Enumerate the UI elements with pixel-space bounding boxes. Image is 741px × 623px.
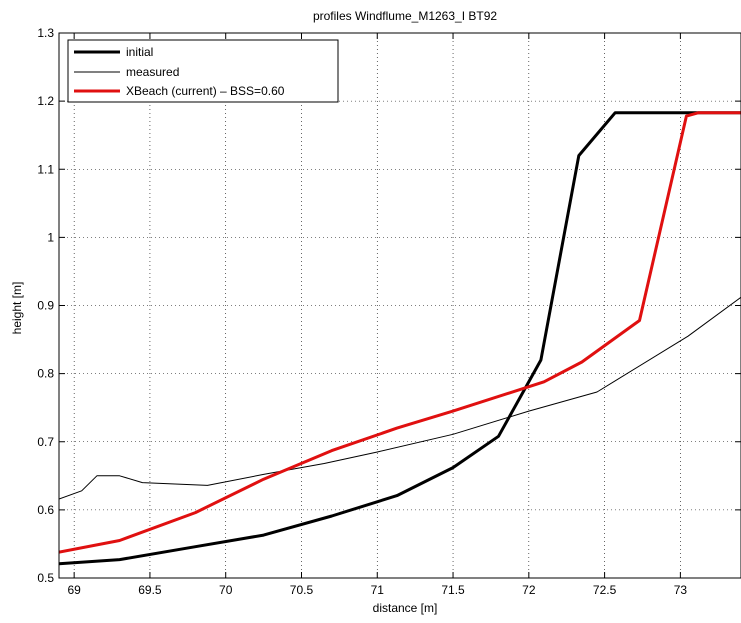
x-axis-label: distance [m] [373, 601, 438, 615]
x-tick-label: 72.5 [593, 583, 617, 597]
legend: initial measured XBeach (current) – BSS=… [68, 40, 338, 102]
y-tick-label: 0.6 [37, 503, 54, 517]
chart-title: profiles Windflume_M1263_I BT92 [313, 9, 497, 23]
series-xbeach [59, 113, 741, 552]
x-tick-label: 73 [674, 583, 688, 597]
grid [59, 33, 741, 578]
series-measured [59, 297, 741, 499]
y-tick-label: 0.7 [37, 435, 54, 449]
y-tick-labels: 0.5 0.6 0.7 0.8 0.9 1 1.1 1.2 1.3 [37, 26, 54, 585]
series-initial [59, 113, 741, 564]
y-tick-label: 0.5 [37, 571, 54, 585]
x-tick-label: 69 [67, 583, 81, 597]
legend-entry-initial: initial [126, 45, 153, 59]
y-tick-label: 1.1 [37, 162, 54, 176]
x-tick-label: 70.5 [290, 583, 314, 597]
x-tick-label: 71.5 [441, 583, 465, 597]
x-tick-label: 70 [219, 583, 233, 597]
x-tick-label: 72 [522, 583, 536, 597]
x-tick-labels: 69 69.5 70 70.5 71 71.5 72 72.5 73 [67, 583, 687, 597]
y-axis-label: height [m] [10, 282, 24, 335]
x-tick-label: 71 [371, 583, 385, 597]
legend-entry-xbeach: XBeach (current) – BSS=0.60 [126, 84, 285, 98]
series-layer [59, 113, 741, 564]
y-tick-label: 1.3 [37, 26, 54, 40]
y-tick-label: 1.2 [37, 94, 54, 108]
y-tick-label: 0.9 [37, 299, 54, 313]
y-tick-label: 0.8 [37, 367, 54, 381]
legend-entry-measured: measured [126, 65, 179, 79]
x-tick-label: 69.5 [138, 583, 162, 597]
y-tick-label: 1 [47, 230, 54, 244]
